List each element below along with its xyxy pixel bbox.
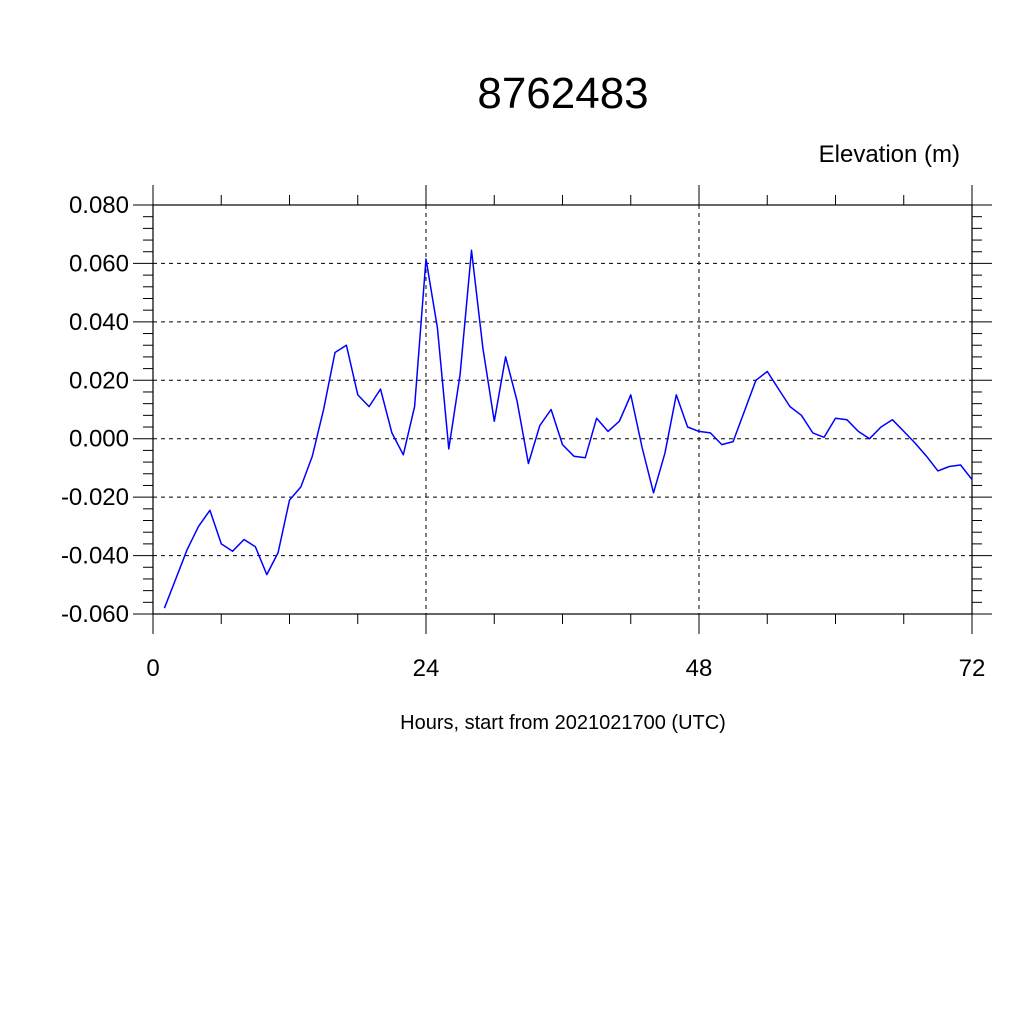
chart-title: 8762483 — [477, 69, 648, 118]
series-group — [163, 249, 973, 609]
elevation-series-line — [163, 249, 973, 609]
x-tick-label: 24 — [413, 655, 440, 682]
x-tick-label: 72 — [959, 655, 986, 682]
y-tick-label: -0.060 — [61, 601, 129, 628]
y-tick-label: 0.000 — [69, 426, 129, 453]
y-tick-label: 0.040 — [69, 309, 129, 336]
x-axis-label: Hours, start from 2021021700 (UTC) — [400, 712, 726, 734]
y-tick-label: -0.040 — [61, 543, 129, 570]
y-tick-label: -0.020 — [61, 484, 129, 511]
plot-frame — [152, 204, 973, 615]
y-tick-label: 0.080 — [69, 192, 129, 219]
tick-labels: -0.060 -0.040 -0.020 0.000 0.020 0.040 0.060 0.… — [61, 192, 985, 682]
axis-ticks — [133, 185, 992, 634]
x-tick-label: 0 — [146, 655, 159, 682]
y-axis-label: Elevation (m) — [819, 141, 960, 168]
x-tick-label: 48 — [686, 655, 713, 682]
y-tick-label: 0.020 — [69, 367, 129, 394]
grid-lines — [152, 204, 973, 615]
y-tick-label: 0.060 — [69, 250, 129, 277]
